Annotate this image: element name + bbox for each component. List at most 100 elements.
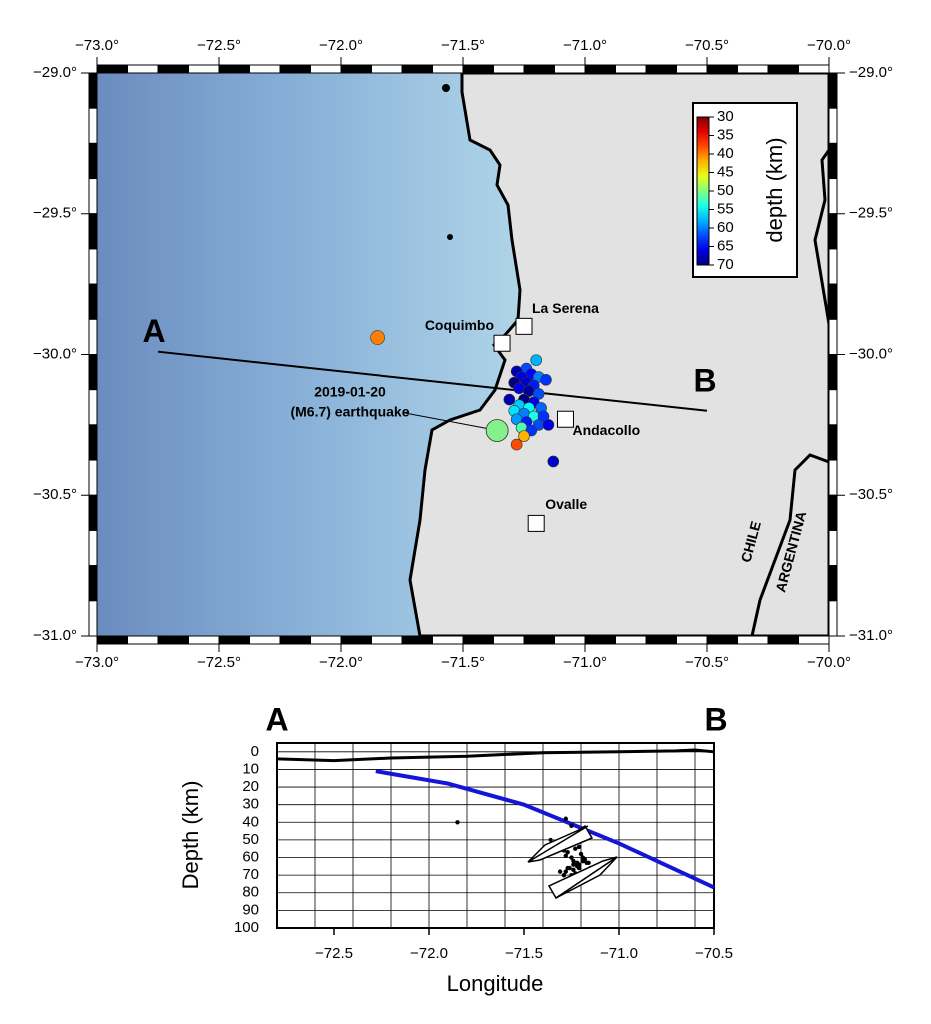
slab-line: [375, 769, 715, 890]
y-tick-label: 50: [242, 831, 259, 848]
frame-band: [828, 600, 838, 637]
hypocenter: [569, 823, 574, 829]
frame-band: [88, 424, 98, 461]
x-tick-label: −72.5: [315, 945, 353, 962]
frame-band: [828, 354, 838, 391]
topography: [276, 748, 715, 763]
frame-band: [828, 318, 838, 355]
x-tick-label: −71.5°: [441, 654, 485, 671]
frame-band: [88, 107, 98, 144]
frame-band: [737, 635, 769, 645]
colorbar-tick-label: 65: [717, 237, 734, 254]
frame-band: [828, 213, 838, 250]
place-label: La Serena: [532, 300, 599, 316]
frame-band: [157, 64, 189, 74]
frame-band: [676, 64, 708, 74]
x-axis-label: Longitude: [447, 971, 544, 996]
mainshock-label: (M6.7) earthquake: [290, 404, 409, 420]
place-marker: [527, 514, 545, 532]
frame-band: [188, 635, 220, 645]
y-tick-label: −30.5°: [33, 486, 77, 503]
x-tick-label: −72.0°: [319, 37, 363, 54]
frame-band: [310, 64, 342, 74]
frame-band: [462, 64, 494, 74]
frame-band: [828, 72, 838, 109]
hypocenter: [571, 862, 576, 867]
frame-band: [828, 107, 838, 144]
hypocenter: [563, 816, 568, 821]
x-tick-label: −70.0°: [807, 37, 851, 54]
profile-end-label: B: [693, 362, 716, 398]
colorbar-label: depth (km): [762, 137, 787, 242]
y-tick-label: 100: [234, 919, 259, 936]
y-axis-label: Depth (km): [178, 781, 203, 890]
frame-band: [340, 635, 372, 645]
hypocenter: [573, 846, 578, 851]
profile-line: [157, 350, 708, 412]
frame-band: [96, 64, 128, 74]
map-layer: −73.0° −73.0° −72.5° −72.5° −72.0° −72.0° −71.…: [33, 37, 893, 671]
place-label: Andacollo: [572, 422, 640, 438]
x-tick-label: −72.0: [410, 945, 448, 962]
y-tick-label: 90: [242, 901, 259, 918]
y-tick-label: −29.5°: [849, 205, 893, 222]
frame-band: [401, 635, 433, 645]
y-tick-label: 80: [242, 884, 259, 901]
x-tick-label: −71.0°: [563, 654, 607, 671]
colorbar-tick-label: 50: [717, 182, 734, 199]
frame-band: [676, 635, 708, 645]
event: [542, 419, 555, 431]
frame-band: [88, 354, 98, 391]
frame-band: [767, 635, 799, 645]
frame-band: [737, 64, 769, 74]
y-tick-label: −31.0°: [33, 627, 77, 644]
colorbar-tick-label: 60: [717, 219, 734, 236]
y-tick-label: −29.5°: [33, 205, 77, 222]
event: [518, 430, 530, 442]
y-tick-label: −31.0°: [849, 627, 893, 644]
y-tick-label: 70: [242, 866, 259, 883]
frame-band: [88, 600, 98, 637]
colorbar-tick-label: 30: [717, 108, 734, 125]
frame-band: [828, 529, 838, 567]
frame-band: [88, 459, 98, 496]
colorbar-box: [692, 102, 798, 278]
hypocenter: [569, 855, 574, 860]
frame-band: [828, 459, 838, 496]
x-tick-label: −73.0°: [75, 654, 119, 671]
x-tick-label: −72.5°: [197, 37, 241, 54]
frame-band: [828, 178, 838, 215]
frame-band: [584, 64, 616, 74]
frame-band: [310, 635, 342, 645]
frame-band: [218, 635, 250, 645]
frame-band: [88, 178, 98, 215]
hypocenter: [557, 869, 563, 874]
x-tick-label: −71.5°: [441, 37, 485, 54]
place-label: Ovalle: [545, 496, 587, 512]
leader-line: [404, 412, 488, 429]
island: [442, 84, 450, 92]
frame-band: [828, 283, 838, 320]
frame-band: [88, 529, 98, 567]
x-tick-label: −70.5°: [685, 37, 729, 54]
frame-band: [279, 64, 311, 74]
profile-start-label: A: [142, 313, 165, 349]
frame-band: [554, 64, 586, 74]
y-tick-label: −30.0°: [33, 345, 77, 362]
y-tick-label: 20: [242, 778, 259, 795]
frame-band: [828, 424, 838, 461]
frame-band: [828, 494, 838, 531]
frame-band: [615, 635, 647, 645]
frame-band: [798, 64, 830, 74]
frame-band: [645, 64, 677, 74]
colorbar-tick-label: 35: [717, 126, 734, 143]
frame-band: [279, 635, 311, 645]
hypocenter: [571, 867, 576, 873]
profile-start-label: A: [265, 701, 288, 737]
frame-band: [554, 635, 586, 645]
profile-end-label: B: [704, 701, 727, 737]
hypocenter: [584, 860, 589, 866]
hypocenter: [565, 865, 570, 871]
frame-band: [340, 64, 372, 74]
border: [813, 149, 829, 331]
